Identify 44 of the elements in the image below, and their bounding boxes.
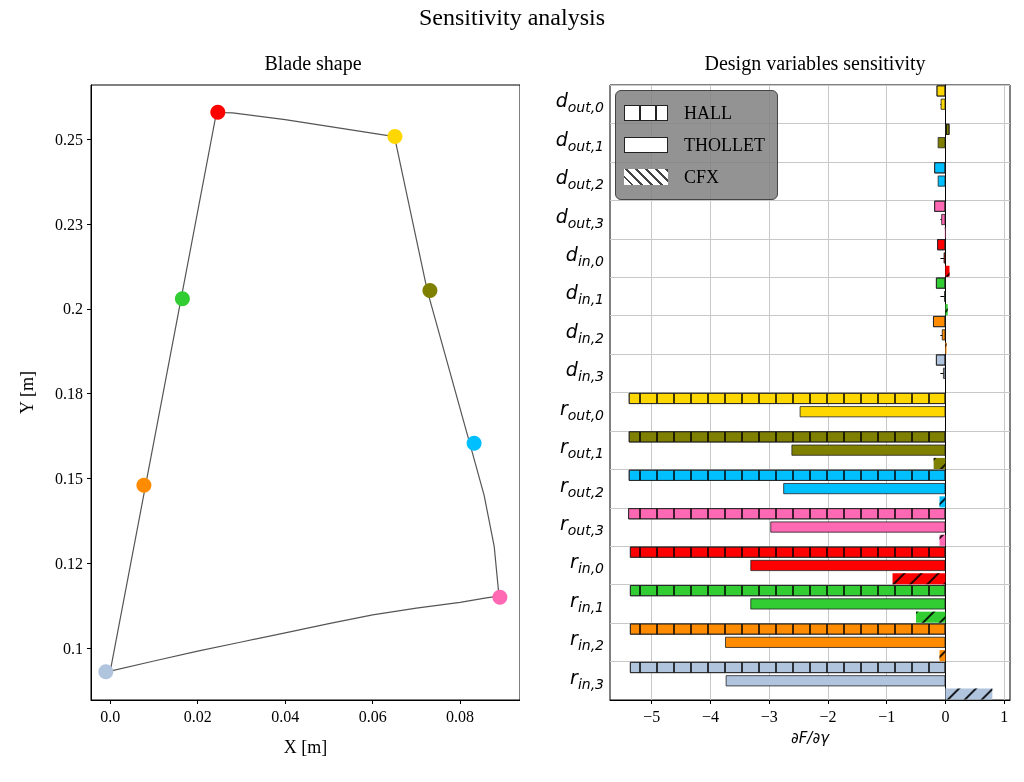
legend-label: THOLLET [684, 134, 765, 156]
y-tick-label: 0.23 [55, 215, 83, 233]
y-tick-label: d$_{out,2}$ [555, 165, 604, 194]
x-tick-label: 1 [1000, 707, 1009, 725]
y-tick-label: r$_{in,2}$ [570, 626, 604, 656]
y-tick-label: r$_{in,3}$ [570, 664, 604, 694]
chart-title: Blade shape [264, 52, 362, 75]
x-tick-label: −5 [643, 707, 661, 725]
x-tick-label: 0.04 [271, 707, 300, 725]
x-tick-label: 0.08 [446, 707, 475, 725]
y-axis-title: Y [m] [17, 371, 37, 414]
x-tick-label: −3 [760, 707, 778, 725]
y-tick-label: 0.1 [63, 639, 83, 657]
y-tick-label: d$_{in,0}$ [565, 241, 604, 271]
y-tick-label: r$_{out,1}$ [559, 434, 604, 463]
x-tick-label: −4 [701, 707, 719, 725]
y-tick-label: d$_{in,2}$ [565, 318, 604, 348]
x-tick-label: 0.02 [183, 707, 212, 725]
y-tick-label: d$_{out,0}$ [555, 88, 604, 117]
chart-title: Design variables sensitivity [704, 52, 926, 75]
x-tick-label: 0.06 [358, 707, 387, 725]
x-tick-label: −2 [819, 707, 837, 725]
y-tick-label: d$_{in,1}$ [565, 280, 604, 310]
y-tick-label: r$_{out,3}$ [559, 511, 604, 540]
x-tick-label: −1 [878, 707, 896, 725]
x-tick-label: 0 [941, 707, 950, 725]
y-tick-label: 0.25 [55, 130, 83, 148]
y-tick-label: r$_{out,2}$ [559, 472, 604, 502]
y-tick-label: d$_{out,3}$ [555, 203, 604, 233]
y-tick-label: r$_{out,0}$ [559, 395, 604, 425]
text: Sensitivity analysis [419, 4, 605, 30]
y-tick-label: d$_{out,1}$ [555, 126, 604, 156]
legend-label: CFX [684, 166, 720, 188]
x-tick-label: 0.0 [100, 707, 121, 725]
y-tick-label: d$_{in,3}$ [565, 357, 604, 387]
y-tick-label: r$_{in,0}$ [570, 549, 604, 579]
x-axis-title: X [m] [283, 737, 328, 757]
legend-label: HALL [684, 102, 732, 124]
y-tick-label: 0.18 [55, 385, 83, 403]
y-tick-label: r$_{in,1}$ [570, 587, 604, 617]
y-tick-label: 0.2 [63, 300, 83, 318]
x-axis-title: ∂F/∂γ [790, 728, 831, 747]
y-tick-label: 0.12 [55, 554, 83, 572]
y-tick-label: 0.15 [55, 469, 83, 487]
